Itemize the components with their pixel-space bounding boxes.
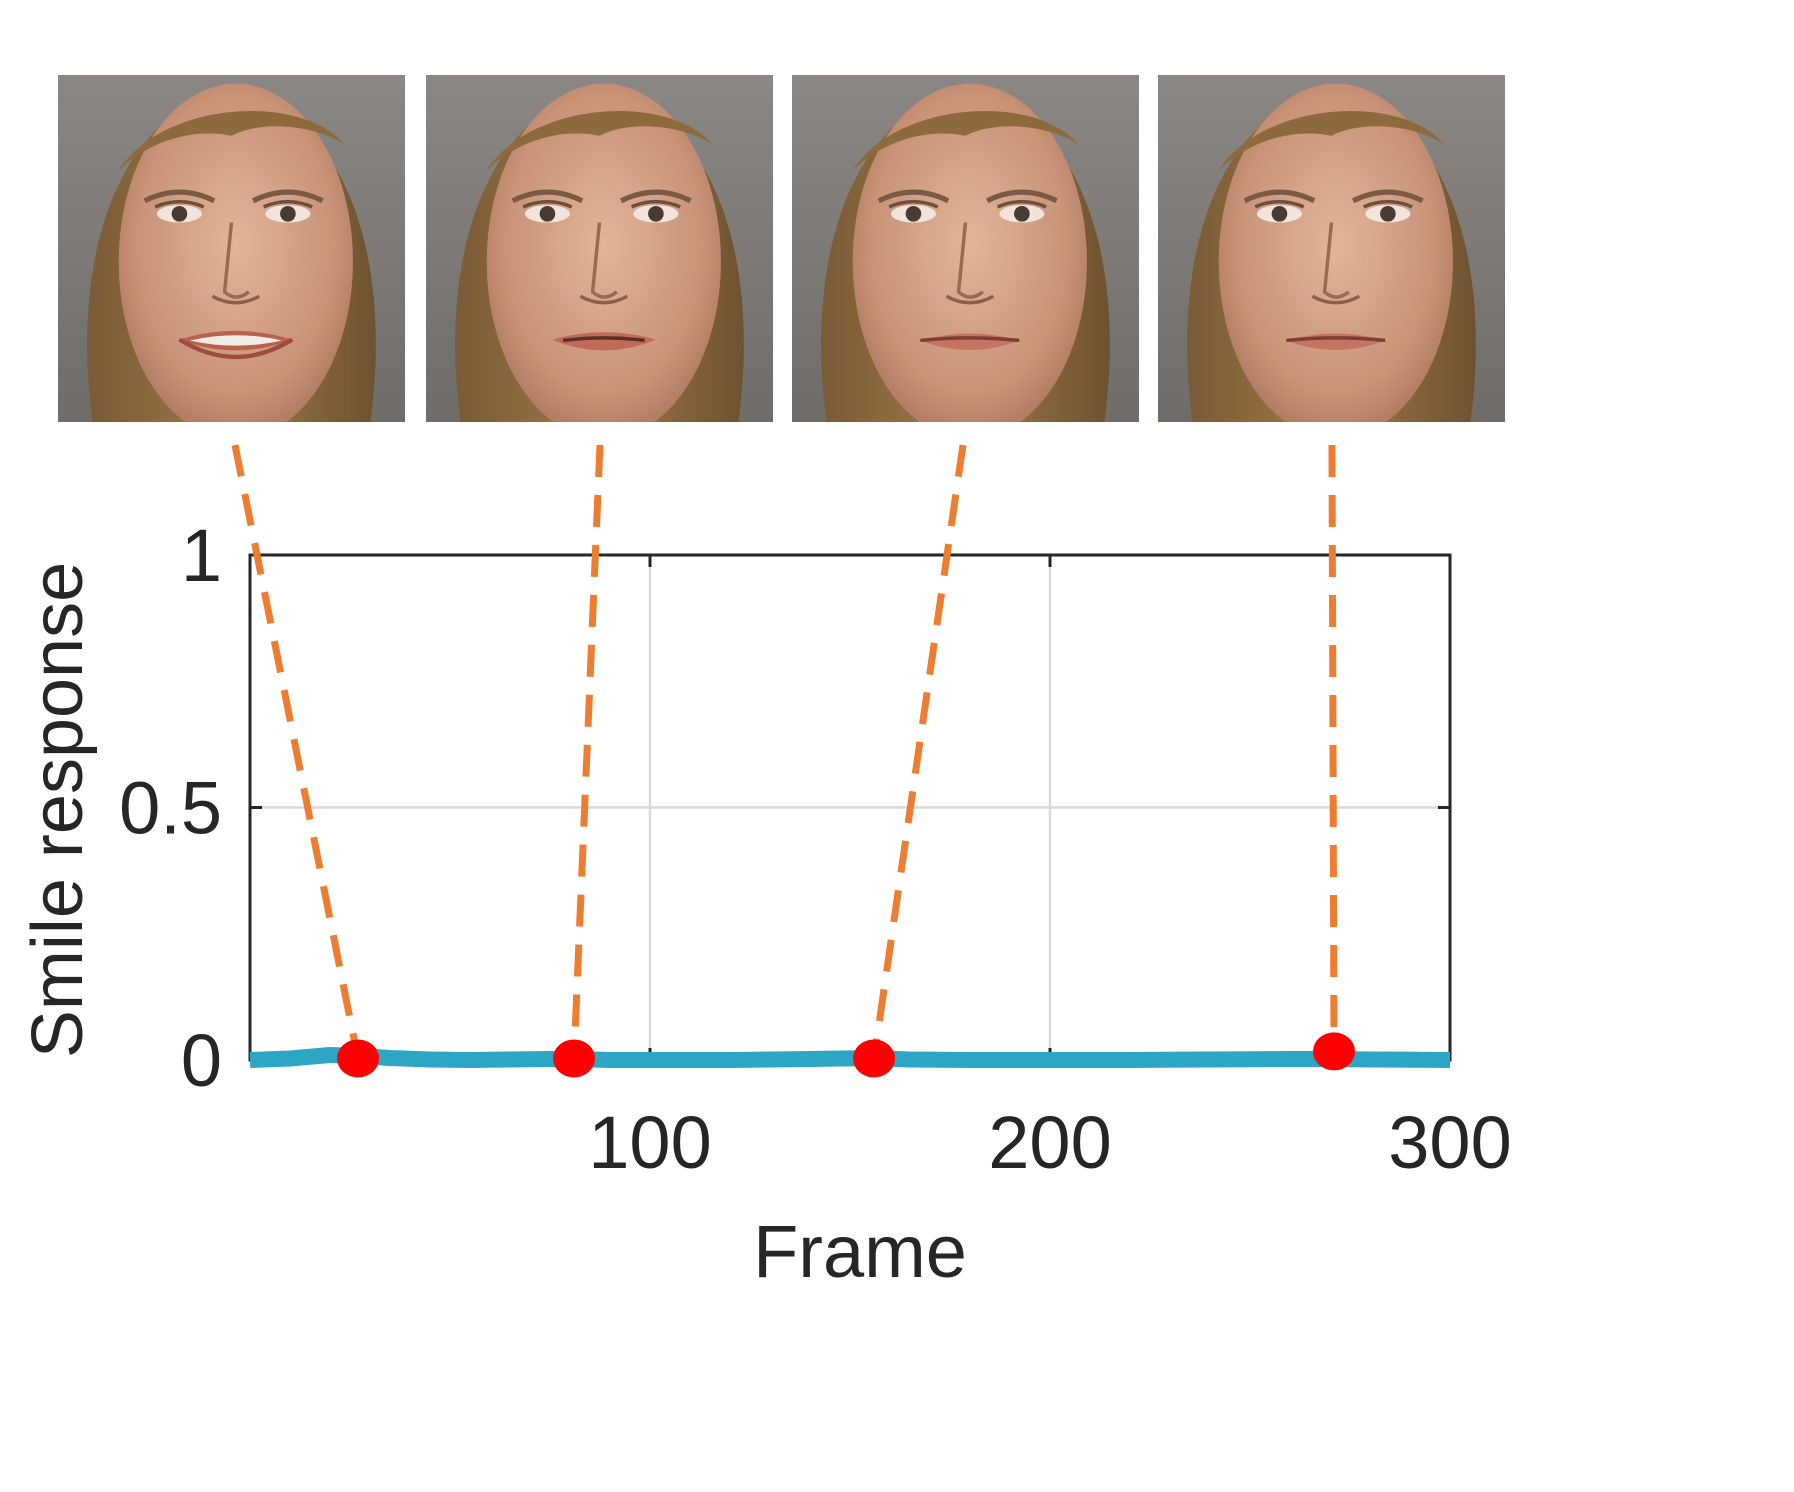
y-tick-label: 1 — [181, 514, 222, 597]
x-tick-label: 300 — [1388, 1101, 1511, 1184]
face-photo — [58, 75, 405, 439]
connector-2 — [570, 444, 604, 1059]
highlight-point-1 — [337, 1039, 379, 1078]
highlight-markers — [337, 1032, 1355, 1078]
series-line-smile-response — [249, 1047, 1451, 1068]
connector-4 — [1328, 444, 1338, 1052]
x-tick-label: 200 — [988, 1101, 1111, 1184]
axis-labels: Frame Smile response — [18, 562, 967, 1293]
y-tick-label: 0.5 — [119, 767, 222, 850]
highlight-point-2 — [553, 1039, 595, 1078]
face-photo — [1158, 75, 1505, 439]
highlight-point-3 — [853, 1039, 895, 1078]
connector-1 — [231, 444, 362, 1060]
x-tick-label: 100 — [588, 1101, 711, 1184]
y-tick-label: 0 — [181, 1019, 222, 1102]
x-axis-label: Frame — [753, 1210, 967, 1293]
face-frame-3 — [792, 75, 1139, 439]
y-axis-label: Smile response — [18, 562, 98, 1058]
face-frame-2 — [426, 75, 773, 439]
face-photo — [426, 75, 773, 439]
plot-area: 100 200 300 0 0.5 1 — [119, 514, 1512, 1184]
frame-connectors — [231, 444, 1338, 1060]
face-frame-4 — [1158, 75, 1505, 439]
face-photo — [792, 75, 1139, 439]
highlight-point-4 — [1313, 1032, 1355, 1071]
connector-3 — [870, 444, 967, 1059]
face-frame-1 — [58, 75, 405, 439]
face-frame-strip — [58, 75, 1505, 439]
